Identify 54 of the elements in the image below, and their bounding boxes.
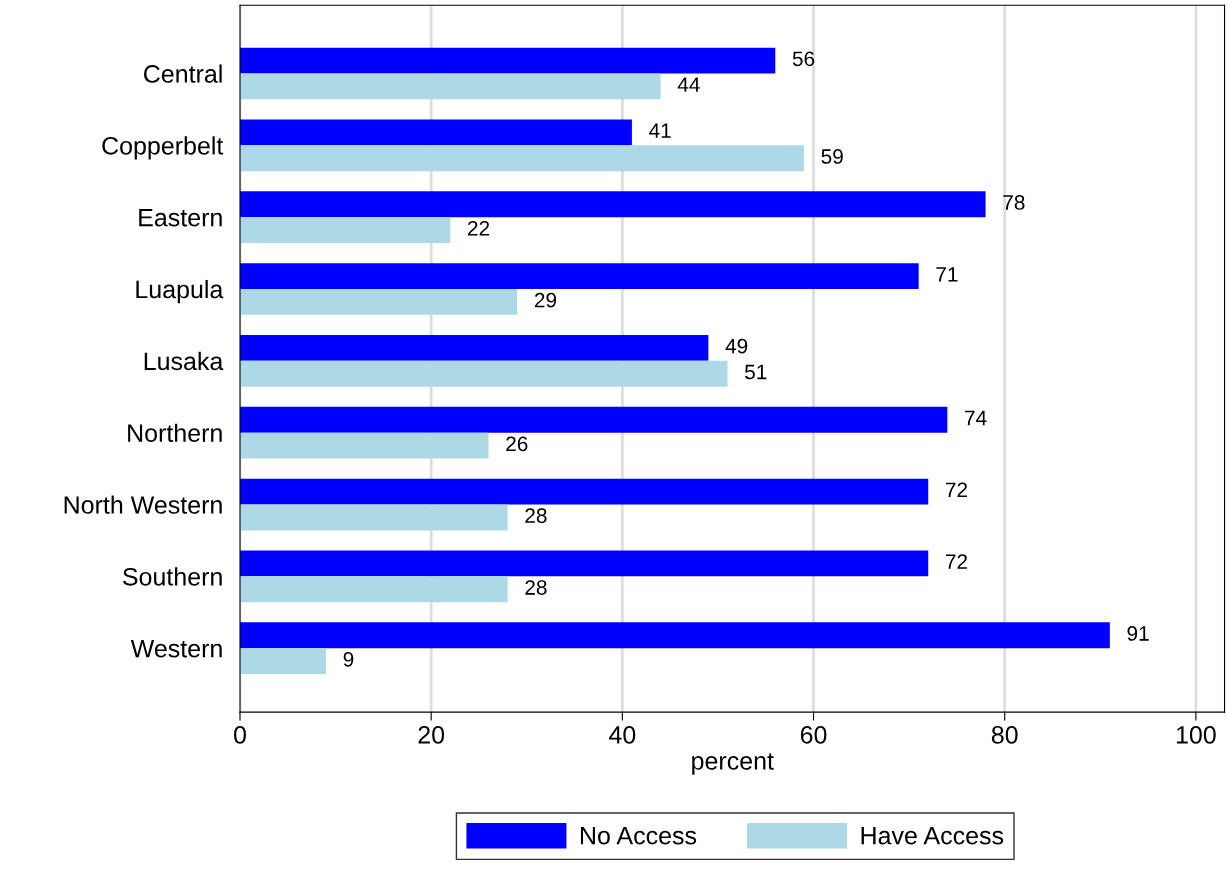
data-label: 9	[343, 651, 354, 667]
data-label: 71	[936, 267, 958, 282]
bar	[240, 119, 632, 146]
data-label: 56	[792, 51, 815, 67]
data-label: 29	[534, 292, 557, 308]
y-tick-label: Central	[144, 64, 222, 83]
data-label: 91	[1127, 626, 1149, 641]
bar	[240, 334, 709, 361]
x-axis-title: percent	[692, 753, 774, 775]
data-label: 72	[945, 482, 968, 497]
bar	[240, 360, 728, 387]
bar	[240, 648, 327, 675]
y-tick-label: Southern	[123, 567, 222, 586]
bar	[240, 217, 451, 244]
bar	[240, 73, 661, 100]
bar	[240, 432, 489, 459]
bar	[240, 576, 508, 603]
y-tick-label: Northern	[128, 423, 222, 442]
data-label: 72	[945, 554, 968, 569]
data-label: 78	[1003, 195, 1025, 210]
bar	[240, 478, 929, 505]
data-label: 59	[821, 149, 843, 164]
y-tick-label: Eastern	[139, 209, 222, 227]
data-label: 28	[525, 508, 547, 524]
legend-label: No Access	[580, 827, 697, 845]
y-tick-label: Luapula	[136, 279, 224, 304]
data-label: 41	[649, 123, 671, 138]
x-tick-label: 80	[991, 725, 1018, 744]
bar	[240, 47, 776, 74]
y-tick-label: Western	[130, 640, 222, 658]
legend-label: Have Access	[861, 827, 1004, 845]
bar	[240, 622, 1110, 649]
bar	[240, 289, 518, 315]
x-tick-label: 60	[800, 725, 827, 744]
x-tick-label: 20	[418, 725, 445, 744]
data-label: 49	[725, 338, 748, 354]
bar	[240, 550, 929, 577]
y-tick-label: Copperbelt	[102, 136, 224, 160]
x-tick-label: 100	[1176, 725, 1216, 744]
data-label: 51	[744, 364, 767, 380]
y-tick-label: North Western	[64, 495, 222, 514]
x-tick-label: 40	[609, 725, 636, 744]
data-label: 74	[965, 410, 987, 426]
bar	[240, 504, 508, 531]
x-tick-label: 0	[234, 725, 246, 744]
bar	[240, 191, 986, 218]
data-label: 22	[468, 220, 490, 236]
bar	[240, 145, 804, 172]
data-label: 44	[677, 77, 700, 92]
bar	[240, 263, 919, 290]
bar	[240, 406, 948, 433]
data-label: 26	[506, 436, 528, 452]
data-label: 28	[525, 580, 547, 595]
y-tick-label: Lusaka	[144, 351, 224, 371]
